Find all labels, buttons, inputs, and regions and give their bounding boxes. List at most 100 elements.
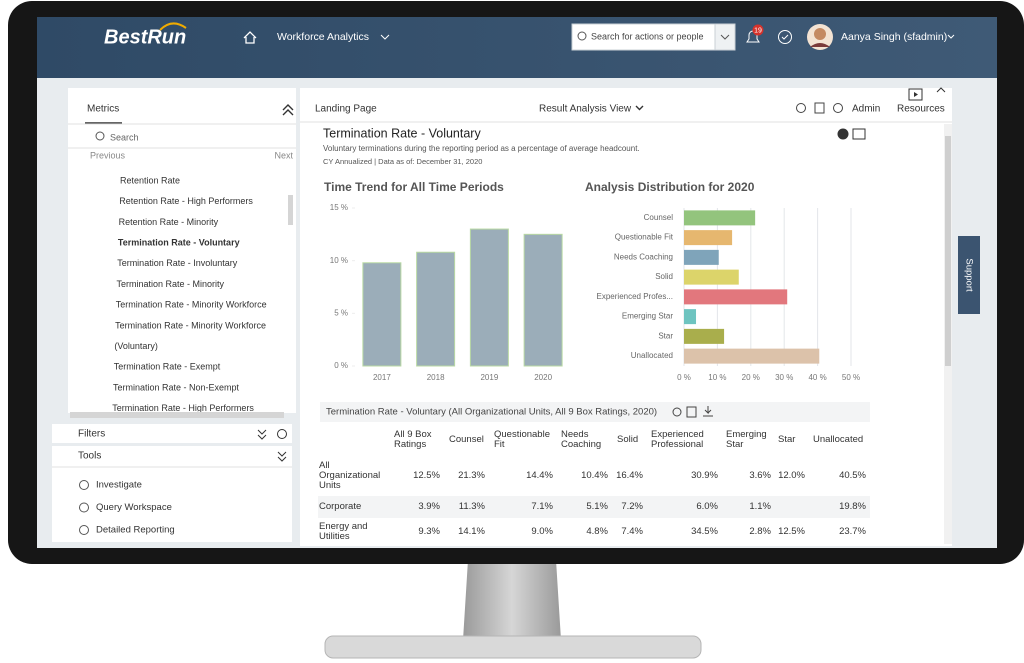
table-cell: 4.8% xyxy=(586,526,608,537)
y-tick-label: 0 % xyxy=(334,361,348,370)
scrollbar[interactable] xyxy=(288,195,293,225)
user-name[interactable]: Aanya Singh (sfadmin) xyxy=(841,31,947,43)
metric-item[interactable]: Termination Rate - Voluntary xyxy=(118,237,240,247)
feedback-icon[interactable] xyxy=(852,128,866,140)
trend-title: Time Trend for All Time Periods xyxy=(324,180,504,194)
category-label: Needs Coaching xyxy=(614,252,673,261)
metric-item[interactable]: Retention Rate - Minority xyxy=(119,217,219,227)
search-dropdown[interactable] xyxy=(714,23,736,51)
toolbar-icon[interactable] xyxy=(814,102,825,114)
main-scroll-thumb[interactable] xyxy=(945,136,951,366)
bar xyxy=(684,269,739,285)
resources[interactable]: Resources xyxy=(897,104,945,115)
expand-icon[interactable] xyxy=(257,429,267,440)
table-cell: 12.0% xyxy=(778,470,805,481)
metrics-panel xyxy=(68,88,296,413)
bar xyxy=(523,233,563,367)
metric-item[interactable]: (Voluntary) xyxy=(114,341,158,351)
metric-item[interactable]: Retention Rate xyxy=(120,175,180,185)
metric-item[interactable]: Termination Rate - High Performers xyxy=(112,403,254,413)
table-cell: 3.6% xyxy=(749,470,771,481)
row-stripe xyxy=(318,496,870,518)
table-cell: 1.1% xyxy=(749,501,771,512)
table-cell: 6.0% xyxy=(696,501,718,512)
filter-reset[interactable] xyxy=(277,429,287,439)
search-placeholder[interactable]: Search for actions or people xyxy=(591,31,704,41)
metric-item[interactable]: Termination Rate - Minority xyxy=(117,279,225,289)
collapse-header[interactable] xyxy=(936,87,946,93)
tool-item[interactable]: Detailed Reporting xyxy=(96,525,175,536)
stand-base xyxy=(324,635,702,659)
module-chevron[interactable] xyxy=(380,34,390,40)
metrics-title[interactable]: Metrics xyxy=(87,104,119,115)
tool-icon xyxy=(79,502,89,513)
column-header: Star xyxy=(778,434,796,445)
table-icon[interactable] xyxy=(672,407,682,417)
metric-item[interactable]: Termination Rate - Non-Exempt xyxy=(113,382,240,392)
category-label: Experienced Profes... xyxy=(597,292,673,301)
metric-item[interactable]: Termination Rate - Exempt xyxy=(114,362,221,372)
tool-item[interactable]: Query Workspace xyxy=(96,502,172,513)
search-box[interactable] xyxy=(571,23,736,51)
expand-icon[interactable] xyxy=(277,451,287,462)
brand-swoosh xyxy=(159,22,187,31)
column-header: All 9 Box Ratings xyxy=(394,429,432,450)
metric-item[interactable]: Termination Rate - Minority Workforce xyxy=(115,320,266,330)
table-cell: 23.7% xyxy=(839,526,866,537)
support-label[interactable]: Support xyxy=(963,258,974,292)
bar xyxy=(684,249,719,265)
trend-chart: 0 % 5 % 10 % 15 % 2017 2018 2019 2020 xyxy=(330,203,563,382)
admin[interactable]: Admin xyxy=(852,104,880,115)
download-icon[interactable] xyxy=(703,406,713,417)
filters-title[interactable]: Filters xyxy=(78,429,105,440)
x-tick-label: 20 % xyxy=(742,373,760,382)
view-chevron[interactable] xyxy=(635,105,644,111)
tool-icon xyxy=(79,525,89,535)
view-selector[interactable]: Result Analysis View xyxy=(539,104,632,115)
category-label: Solid xyxy=(655,272,673,281)
h-scrollbar[interactable] xyxy=(70,412,284,418)
stand-neck xyxy=(463,560,561,640)
metric-item[interactable]: Termination Rate - Minority Workforce xyxy=(116,300,267,310)
column-header: Questionable Fit xyxy=(494,429,550,450)
next[interactable]: Next xyxy=(274,150,293,160)
y-tick-label: 15 % xyxy=(330,203,348,212)
resources-icon[interactable] xyxy=(908,88,923,101)
help-icon[interactable] xyxy=(837,128,849,140)
collapse-icon[interactable] xyxy=(282,104,294,116)
metric-item[interactable]: Termination Rate - Involuntary xyxy=(117,258,238,268)
table-caption-bar xyxy=(320,402,870,422)
category-label: Unallocated xyxy=(631,351,673,360)
table-cell: 40.5% xyxy=(839,470,866,481)
y-tick-label: 10 % xyxy=(330,256,348,265)
tool-icon xyxy=(79,480,89,490)
user-chevron[interactable] xyxy=(947,34,955,39)
landing-page[interactable]: Landing Page xyxy=(315,104,377,115)
x-tick-label: 30 % xyxy=(775,373,793,382)
table-cell: 30.9% xyxy=(691,470,718,481)
tasks-icon[interactable] xyxy=(778,30,792,44)
distribution-chart: 0 % 10 % 20 % 30 % 40 % 50 % Counsel Questionab… xyxy=(597,208,860,382)
home-icon[interactable] xyxy=(243,31,257,44)
table-icon[interactable] xyxy=(686,406,697,418)
table-cell xyxy=(765,501,805,513)
toolbar-icon[interactable] xyxy=(833,103,843,113)
metric-list: Retention Rate Retention Rate - High Perf… xyxy=(112,175,266,413)
play xyxy=(914,92,918,97)
filters-panel xyxy=(52,424,292,443)
table-cell: 2.8% xyxy=(749,526,771,537)
tools-title[interactable]: Tools xyxy=(78,451,101,462)
tool-item[interactable]: Investigate xyxy=(96,480,142,491)
previous[interactable]: Previous xyxy=(90,150,126,160)
module-title[interactable]: Workforce Analytics xyxy=(277,31,369,43)
search-icon xyxy=(577,31,587,41)
column-header: Emerging Star xyxy=(726,429,767,450)
support-tab[interactable] xyxy=(958,236,980,314)
table-cell: 11.3% xyxy=(458,501,485,512)
toolbar-icon[interactable] xyxy=(796,103,806,113)
search-icon xyxy=(95,131,105,141)
metrics-search[interactable]: Search xyxy=(110,132,139,142)
report-description: Voluntary terminations during the report… xyxy=(323,144,640,153)
metric-item[interactable]: Retention Rate - High Performers xyxy=(119,196,253,206)
